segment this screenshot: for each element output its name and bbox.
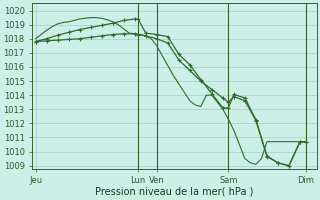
X-axis label: Pression niveau de la mer( hPa ): Pression niveau de la mer( hPa ) (95, 187, 253, 197)
